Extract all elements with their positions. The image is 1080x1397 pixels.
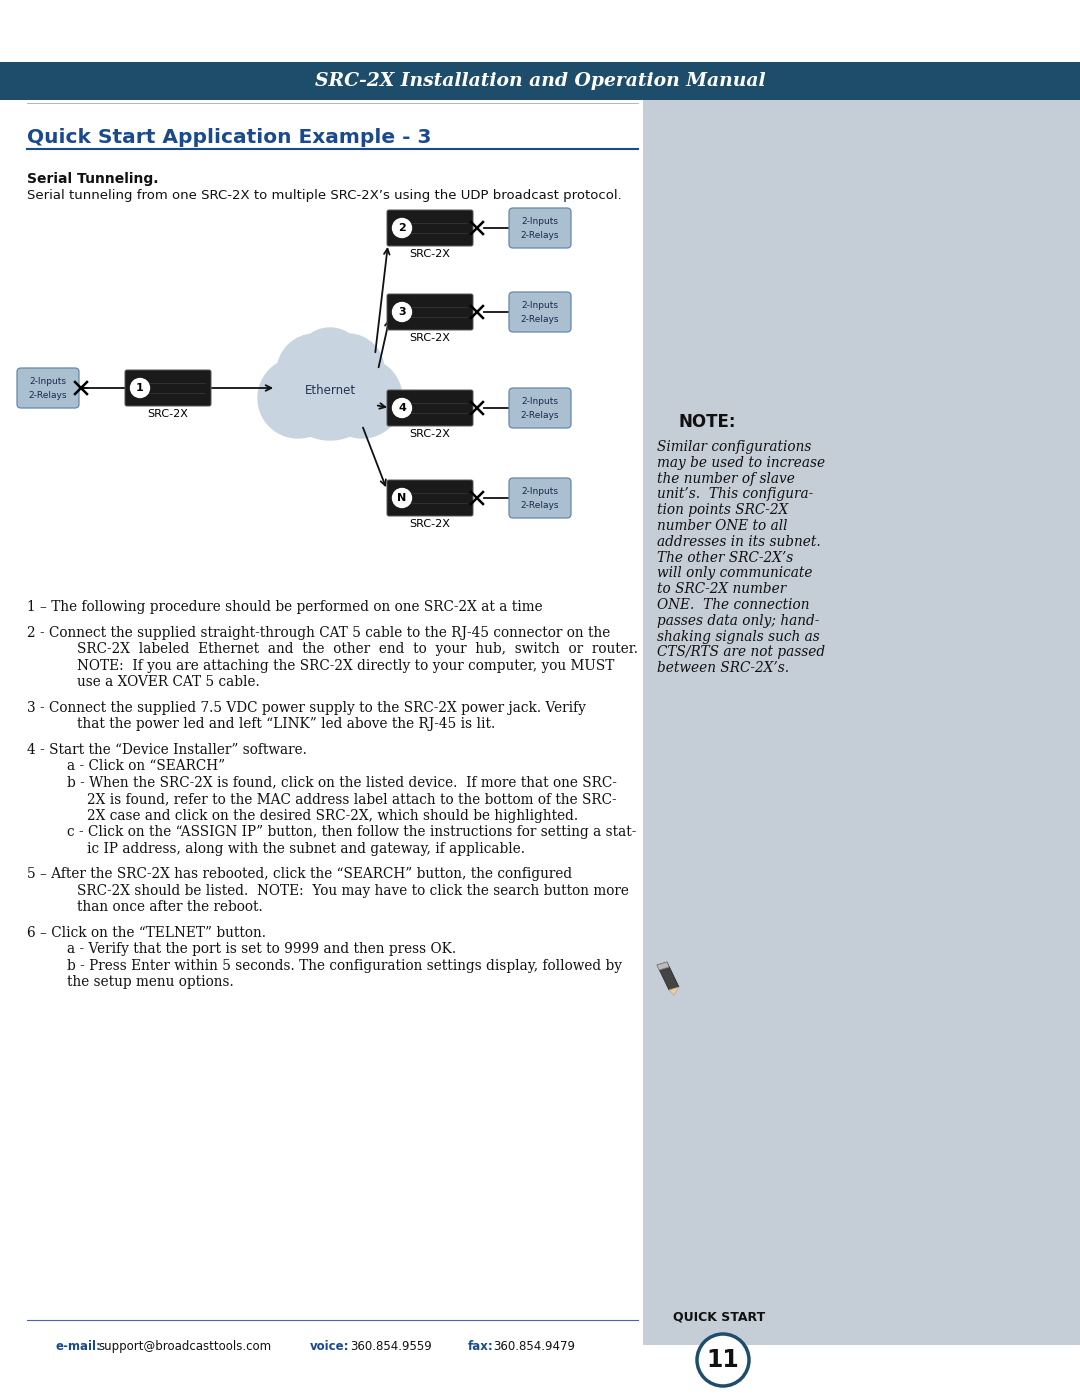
Text: the number of slave: the number of slave	[657, 472, 795, 486]
Text: 1: 1	[136, 383, 144, 393]
Text: the setup menu options.: the setup menu options.	[67, 975, 233, 989]
FancyBboxPatch shape	[387, 293, 473, 330]
Text: ic IP address, along with the subnet and gateway, if applicable.: ic IP address, along with the subnet and…	[87, 842, 525, 856]
FancyBboxPatch shape	[387, 210, 473, 246]
Text: 2 - Connect the supplied straight-through CAT 5 cable to the RJ-45 connector on : 2 - Connect the supplied straight-throug…	[27, 626, 610, 640]
Circle shape	[322, 358, 402, 439]
Text: CTS/RTS are not passed: CTS/RTS are not passed	[657, 645, 825, 659]
FancyBboxPatch shape	[387, 481, 473, 515]
Text: fax:: fax:	[468, 1340, 494, 1354]
Text: 2-Relays: 2-Relays	[521, 500, 559, 510]
Circle shape	[392, 398, 411, 418]
Text: between SRC-2X’s.: between SRC-2X’s.	[657, 661, 789, 675]
Text: 3 - Connect the supplied 7.5 VDC power supply to the SRC-2X power jack. Verify: 3 - Connect the supplied 7.5 VDC power s…	[27, 701, 585, 715]
Text: SRC-2X: SRC-2X	[148, 409, 188, 419]
Text: a - Click on “SEARCH”: a - Click on “SEARCH”	[67, 759, 225, 773]
Text: that the power led and left “LINK” led above the RJ-45 is lit.: that the power led and left “LINK” led a…	[77, 717, 496, 731]
Text: 2-Inputs: 2-Inputs	[522, 397, 558, 405]
Text: 4 - Start the “Device Installer” software.: 4 - Start the “Device Installer” softwar…	[27, 743, 307, 757]
Bar	[0, 61, 1080, 101]
Text: SRC-2X: SRC-2X	[409, 520, 450, 529]
Text: may be used to increase: may be used to increase	[657, 455, 825, 469]
Text: number ONE to all: number ONE to all	[657, 520, 787, 534]
FancyBboxPatch shape	[17, 367, 79, 408]
Text: tion points SRC-2X: tion points SRC-2X	[657, 503, 788, 517]
FancyBboxPatch shape	[509, 292, 571, 332]
Text: c - Click on the “ASSIGN IP” button, then follow the instructions for setting a : c - Click on the “ASSIGN IP” button, the…	[67, 826, 636, 840]
Circle shape	[276, 334, 353, 409]
FancyBboxPatch shape	[509, 478, 571, 518]
Text: 2-Relays: 2-Relays	[521, 231, 559, 239]
Polygon shape	[669, 988, 679, 995]
Text: Ethernet: Ethernet	[305, 384, 355, 397]
Text: 6 – Click on the “TELNET” button.: 6 – Click on the “TELNET” button.	[27, 926, 266, 940]
Circle shape	[392, 489, 411, 507]
Text: Similar configurations: Similar configurations	[657, 440, 811, 454]
Circle shape	[392, 303, 411, 321]
Circle shape	[697, 1334, 750, 1386]
Circle shape	[258, 358, 338, 439]
Text: to SRC-2X number: to SRC-2X number	[657, 583, 786, 597]
FancyBboxPatch shape	[509, 208, 571, 249]
FancyBboxPatch shape	[387, 390, 473, 426]
Text: 2X case and click on the desired SRC-2X, which should be highlighted.: 2X case and click on the desired SRC-2X,…	[87, 809, 578, 823]
Circle shape	[131, 379, 149, 398]
Text: shaking signals such as: shaking signals such as	[657, 630, 820, 644]
Text: NOTE:  If you are attaching the SRC-2X directly to your computer, you MUST: NOTE: If you are attaching the SRC-2X di…	[77, 658, 615, 672]
Text: ONE.  The connection: ONE. The connection	[657, 598, 810, 612]
Text: 2-Relays: 2-Relays	[521, 314, 559, 324]
Circle shape	[312, 334, 384, 407]
Text: NOTE:: NOTE:	[679, 414, 737, 432]
Text: 2-Inputs: 2-Inputs	[522, 486, 558, 496]
Text: 360.854.9479: 360.854.9479	[492, 1340, 575, 1354]
Text: Serial tunneling from one SRC-2X to multiple SRC-2X’s using the UDP broadcast pr: Serial tunneling from one SRC-2X to mult…	[27, 189, 622, 203]
Bar	[643, 61, 1080, 1345]
Polygon shape	[657, 963, 669, 970]
Circle shape	[296, 328, 364, 395]
Text: SRC-2X should be listed.  NOTE:  You may have to click the search button more: SRC-2X should be listed. NOTE: You may h…	[77, 884, 629, 898]
Text: passes data only; hand-: passes data only; hand-	[657, 613, 820, 627]
Circle shape	[392, 218, 411, 237]
Text: 2-Relays: 2-Relays	[521, 411, 559, 419]
Text: N: N	[397, 493, 407, 503]
Text: 2: 2	[399, 224, 406, 233]
Text: 2-Inputs: 2-Inputs	[522, 217, 558, 225]
Text: 2-Relays: 2-Relays	[29, 391, 67, 400]
Text: voice:: voice:	[310, 1340, 350, 1354]
Text: a - Verify that the port is set to 9999 and then press OK.: a - Verify that the port is set to 9999 …	[67, 943, 456, 957]
Text: Serial Tunneling.: Serial Tunneling.	[27, 172, 159, 186]
Text: 2-Inputs: 2-Inputs	[29, 377, 67, 386]
Text: 2X is found, refer to the MAC address label attach to the bottom of the SRC-: 2X is found, refer to the MAC address la…	[87, 792, 617, 806]
Text: 3: 3	[399, 307, 406, 317]
Text: SRC-2X: SRC-2X	[409, 429, 450, 439]
Text: b - When the SRC-2X is found, click on the listed device.  If more that one SRC-: b - When the SRC-2X is found, click on t…	[67, 775, 617, 789]
Text: than once after the reboot.: than once after the reboot.	[77, 900, 262, 914]
Text: 4: 4	[399, 402, 406, 414]
FancyBboxPatch shape	[509, 388, 571, 427]
Text: SRC-2X: SRC-2X	[409, 249, 450, 258]
Text: SRC-2X  labeled  Ethernet  and  the  other  end  to  your  hub,  switch  or  rou: SRC-2X labeled Ethernet and the other en…	[77, 643, 638, 657]
Text: 360.854.9559: 360.854.9559	[350, 1340, 432, 1354]
Circle shape	[278, 337, 382, 440]
Text: Quick Start Application Example - 3: Quick Start Application Example - 3	[27, 129, 432, 147]
Text: unit’s.  This configura-: unit’s. This configura-	[657, 488, 813, 502]
Text: SRC-2X Installation and Operation Manual: SRC-2X Installation and Operation Manual	[314, 73, 766, 89]
FancyBboxPatch shape	[125, 370, 211, 407]
Text: 1 – The following procedure should be performed on one SRC-2X at a time: 1 – The following procedure should be pe…	[27, 599, 542, 615]
Text: addresses in its subnet.: addresses in its subnet.	[657, 535, 821, 549]
Text: 5 – After the SRC-2X has rebooted, click the “SEARCH” button, the configured: 5 – After the SRC-2X has rebooted, click…	[27, 868, 572, 882]
Text: support@broadcasttools.com: support@broadcasttools.com	[98, 1340, 271, 1354]
Text: will only communicate: will only communicate	[657, 566, 812, 580]
Text: The other SRC-2X’s: The other SRC-2X’s	[657, 550, 793, 564]
Text: use a XOVER CAT 5 cable.: use a XOVER CAT 5 cable.	[77, 675, 260, 689]
Text: SRC-2X: SRC-2X	[409, 332, 450, 344]
Text: QUICK START: QUICK START	[673, 1310, 766, 1323]
Polygon shape	[657, 963, 679, 990]
Text: b - Press Enter within 5 seconds. The configuration settings display, followed b: b - Press Enter within 5 seconds. The co…	[67, 958, 622, 972]
Text: e-mail:: e-mail:	[55, 1340, 100, 1354]
Text: 2-Inputs: 2-Inputs	[522, 300, 558, 310]
Text: 11: 11	[706, 1348, 740, 1372]
